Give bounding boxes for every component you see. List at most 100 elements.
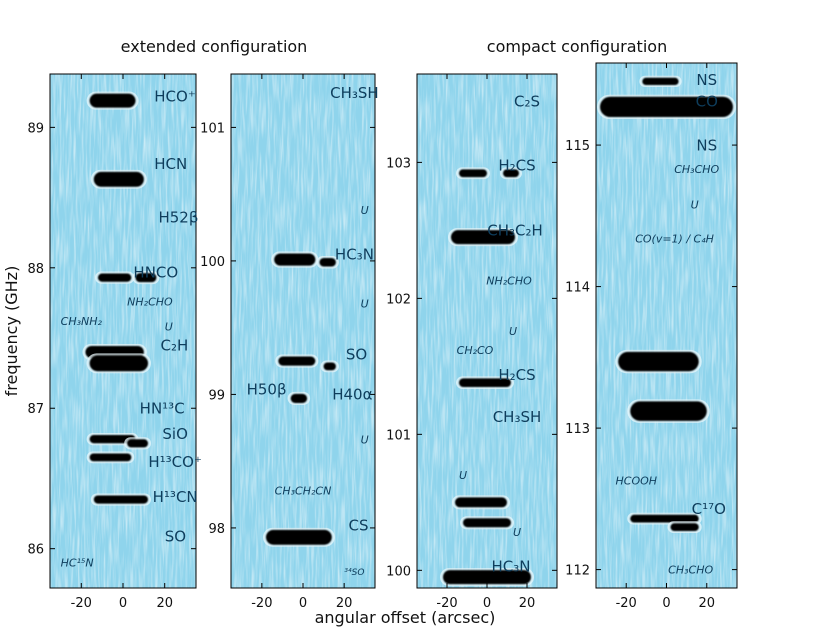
emission-band: [93, 495, 149, 504]
x-tick-label: -20: [436, 596, 457, 611]
line-label: U: [691, 198, 699, 211]
emission-band: [630, 514, 699, 523]
emission-band: [89, 355, 149, 372]
line-label: CH₃C₂H: [487, 222, 543, 240]
emission-band: [93, 171, 144, 187]
emission-band: [97, 273, 132, 282]
y-tick-label: 100: [200, 255, 225, 270]
line-label: U: [361, 297, 369, 310]
line-label: CH₃CHO: [674, 163, 719, 176]
y-tick-label: 87: [27, 402, 44, 417]
panel-noise-texture: [596, 63, 737, 588]
y-tick-label: 98: [208, 522, 225, 537]
y-tick-label: 103: [386, 156, 411, 171]
line-label: U: [513, 526, 521, 539]
y-tick-label: 102: [386, 292, 411, 307]
line-label: NS: [696, 136, 717, 154]
line-label: CO: [696, 92, 718, 110]
line-label: NH₂CHO: [127, 295, 173, 308]
panels: 86 87 88 89 -20 0 20 HCO⁺ HCN H52β HNCO NH₂CHO CH₃NH…: [27, 62, 738, 611]
line-label: CO(v=1) / C₄H: [635, 232, 714, 245]
emission-band: [278, 356, 316, 366]
emission-band: [274, 253, 316, 266]
x-tick-label: 0: [119, 596, 127, 611]
x-axis-label: angular offset (arcsec): [315, 608, 496, 627]
line-label: SiO: [162, 425, 188, 443]
panel-noise-texture: [231, 74, 375, 588]
line-label: NH₂CHO: [486, 275, 532, 288]
y-tick-label: 112: [565, 564, 590, 579]
emission-band: [323, 362, 336, 371]
emission-band: [618, 351, 699, 372]
x-tick-label: 20: [519, 596, 536, 611]
emission-band: [600, 96, 733, 118]
emission-band: [463, 518, 511, 528]
emission-band: [89, 435, 136, 444]
emission-band: [443, 570, 531, 585]
line-label: H₂CS: [498, 156, 535, 174]
line-label: NS: [696, 71, 717, 89]
y-tick-label: 114: [565, 281, 590, 296]
line-label: SO: [346, 346, 367, 364]
emission-band: [503, 169, 519, 178]
emission-band: [319, 257, 336, 267]
line-label: HC₃N: [492, 557, 531, 575]
line-label: CH₃CHO: [668, 563, 713, 576]
line-label: U: [361, 204, 369, 217]
x-tick-label: 0: [299, 596, 307, 611]
x-tick-label: 0: [483, 596, 491, 611]
line-label: ³⁴SO: [344, 568, 364, 578]
y-axis-label: frequency (GHz): [2, 266, 21, 397]
panel-3: 100 101 102 103 -20 0 20 C₂S H₂CS CH₃C₂H NH₂CHO U CH…: [386, 73, 558, 611]
line-label: U: [459, 469, 467, 482]
y-tick-label: 100: [386, 564, 411, 579]
x-tick-label: 20: [156, 596, 173, 611]
y-tick-label: 113: [565, 422, 590, 437]
line-label: C₂H: [161, 336, 189, 354]
y-tick-label: 101: [386, 428, 411, 443]
y-tick-label: 115: [565, 139, 590, 154]
emission-band: [459, 378, 511, 387]
line-label: HCOOH: [616, 474, 658, 487]
y-tick-label: 89: [27, 121, 44, 136]
emission-band: [670, 523, 699, 532]
emission-band: [642, 77, 679, 86]
line-label: SO: [165, 527, 186, 545]
line-label: C₂S: [514, 92, 540, 110]
emission-band: [135, 273, 157, 283]
line-label: HCN: [154, 155, 187, 173]
line-label: CH₃NH₂: [61, 315, 103, 328]
x-tick-label: 20: [336, 596, 353, 611]
emission-band: [630, 401, 707, 421]
emission-band: [89, 453, 132, 462]
line-label: H40α: [332, 386, 372, 404]
line-label: HCO⁺: [154, 88, 195, 106]
line-label: H¹³CN: [153, 488, 198, 506]
line-label: HN¹³C: [140, 399, 185, 417]
panel-1: 86 87 88 89 -20 0 20 HCO⁺ HCN H52β HNCO NH₂CHO CH₃NH…: [27, 73, 202, 611]
emission-band: [290, 393, 308, 403]
line-label: HNCO: [133, 263, 178, 281]
emission-band: [89, 93, 136, 108]
y-tick-label: 88: [27, 262, 44, 277]
panel-4: 112 113 114 115 -20 0 20 NS CO NS CH₃CHO U CO(v=1) /…: [565, 62, 738, 611]
line-label: CH₃SH: [330, 84, 379, 102]
title-compact: compact configuration: [487, 37, 667, 56]
line-label: C¹⁷O: [692, 500, 726, 518]
y-tick-label: 86: [27, 543, 44, 558]
panel-2: 98 99 100 101 -20 0 20 CH₃SH U HC₃N U SO H50β H40α U CH…: [200, 73, 379, 611]
line-label: CH₂CO: [457, 344, 494, 357]
line-label: H₂CS: [498, 366, 535, 384]
line-label: H¹³CO⁺: [148, 453, 202, 471]
panel-noise-texture: [417, 74, 557, 588]
x-tick-label: 0: [662, 596, 670, 611]
emission-band: [265, 529, 332, 545]
emission-band: [127, 439, 149, 448]
y-tick-label: 99: [208, 388, 225, 403]
line-label: U: [361, 434, 369, 447]
panel-noise-texture: [50, 74, 196, 588]
x-tick-label: -20: [616, 596, 637, 611]
line-label: U: [165, 321, 173, 334]
line-label: CS: [349, 517, 369, 535]
